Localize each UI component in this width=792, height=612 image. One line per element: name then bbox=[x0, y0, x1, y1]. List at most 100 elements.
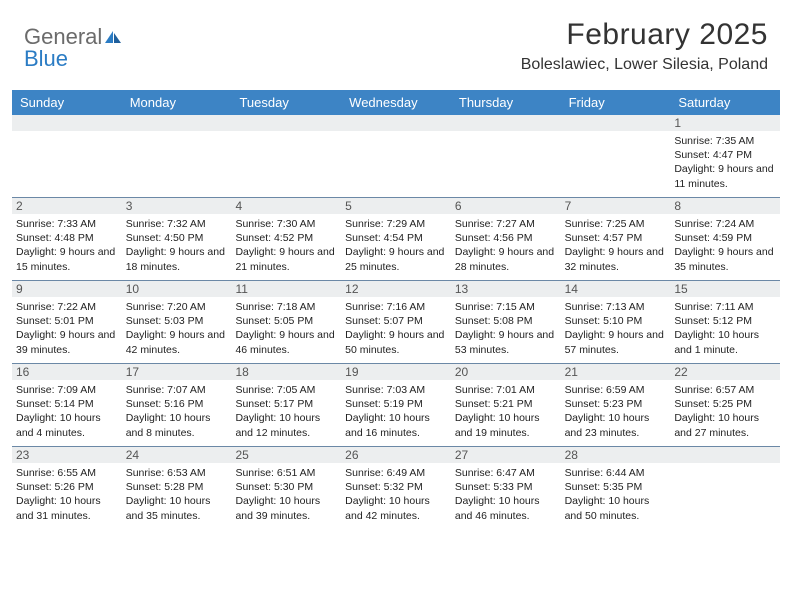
day-number: 25 bbox=[231, 447, 341, 463]
sunrise-text: Sunrise: 6:44 AM bbox=[565, 466, 667, 480]
daylight-text: Daylight: 10 hours and 12 minutes. bbox=[235, 411, 337, 439]
calendar-week: 2Sunrise: 7:33 AMSunset: 4:48 PMDaylight… bbox=[12, 197, 780, 280]
sunrise-text: Sunrise: 7:03 AM bbox=[345, 383, 447, 397]
sunrise-text: Sunrise: 6:55 AM bbox=[16, 466, 118, 480]
sunrise-text: Sunrise: 7:15 AM bbox=[455, 300, 557, 314]
daylight-text: Daylight: 9 hours and 32 minutes. bbox=[565, 245, 667, 273]
calendar-cell: 9Sunrise: 7:22 AMSunset: 5:01 PMDaylight… bbox=[12, 281, 122, 363]
sunrise-text: Sunrise: 7:07 AM bbox=[126, 383, 228, 397]
calendar: SundayMondayTuesdayWednesdayThursdayFrid… bbox=[12, 90, 780, 529]
day-number bbox=[341, 115, 451, 131]
day-number: 4 bbox=[231, 198, 341, 214]
sunrise-text: Sunrise: 7:05 AM bbox=[235, 383, 337, 397]
calendar-cell: 18Sunrise: 7:05 AMSunset: 5:17 PMDayligh… bbox=[231, 364, 341, 446]
calendar-cell: 20Sunrise: 7:01 AMSunset: 5:21 PMDayligh… bbox=[451, 364, 561, 446]
calendar-cell: 13Sunrise: 7:15 AMSunset: 5:08 PMDayligh… bbox=[451, 281, 561, 363]
day-number: 20 bbox=[451, 364, 561, 380]
day-number: 16 bbox=[12, 364, 122, 380]
daylight-text: Daylight: 9 hours and 28 minutes. bbox=[455, 245, 557, 273]
daylight-text: Daylight: 10 hours and 42 minutes. bbox=[345, 494, 447, 522]
daylight-text: Daylight: 10 hours and 1 minute. bbox=[674, 328, 776, 356]
daylight-text: Daylight: 9 hours and 21 minutes. bbox=[235, 245, 337, 273]
sunset-text: Sunset: 5:03 PM bbox=[126, 314, 228, 328]
calendar-cell bbox=[561, 115, 671, 197]
calendar-cell: 8Sunrise: 7:24 AMSunset: 4:59 PMDaylight… bbox=[670, 198, 780, 280]
sunrise-text: Sunrise: 7:16 AM bbox=[345, 300, 447, 314]
calendar-cell: 17Sunrise: 7:07 AMSunset: 5:16 PMDayligh… bbox=[122, 364, 232, 446]
sunset-text: Sunset: 5:14 PM bbox=[16, 397, 118, 411]
sunset-text: Sunset: 5:01 PM bbox=[16, 314, 118, 328]
daylight-text: Daylight: 10 hours and 19 minutes. bbox=[455, 411, 557, 439]
calendar-cell bbox=[451, 115, 561, 197]
day-header-cell: Friday bbox=[561, 90, 671, 115]
daylight-text: Daylight: 9 hours and 25 minutes. bbox=[345, 245, 447, 273]
daylight-text: Daylight: 9 hours and 42 minutes. bbox=[126, 328, 228, 356]
daylight-text: Daylight: 10 hours and 35 minutes. bbox=[126, 494, 228, 522]
day-number bbox=[122, 115, 232, 131]
sunrise-text: Sunrise: 6:47 AM bbox=[455, 466, 557, 480]
calendar-cell: 19Sunrise: 7:03 AMSunset: 5:19 PMDayligh… bbox=[341, 364, 451, 446]
day-number: 19 bbox=[341, 364, 451, 380]
calendar-cell: 24Sunrise: 6:53 AMSunset: 5:28 PMDayligh… bbox=[122, 447, 232, 529]
daylight-text: Daylight: 9 hours and 53 minutes. bbox=[455, 328, 557, 356]
calendar-cell bbox=[231, 115, 341, 197]
day-header-cell: Wednesday bbox=[341, 90, 451, 115]
day-header-cell: Tuesday bbox=[231, 90, 341, 115]
sunrise-text: Sunrise: 7:30 AM bbox=[235, 217, 337, 231]
sunset-text: Sunset: 5:25 PM bbox=[674, 397, 776, 411]
calendar-cell: 2Sunrise: 7:33 AMSunset: 4:48 PMDaylight… bbox=[12, 198, 122, 280]
day-number: 21 bbox=[561, 364, 671, 380]
day-number: 2 bbox=[12, 198, 122, 214]
sunrise-text: Sunrise: 7:25 AM bbox=[565, 217, 667, 231]
calendar-week: 23Sunrise: 6:55 AMSunset: 5:26 PMDayligh… bbox=[12, 446, 780, 529]
day-number: 14 bbox=[561, 281, 671, 297]
location: Boleslawiec, Lower Silesia, Poland bbox=[521, 56, 768, 74]
daylight-text: Daylight: 9 hours and 15 minutes. bbox=[16, 245, 118, 273]
calendar-cell: 22Sunrise: 6:57 AMSunset: 5:25 PMDayligh… bbox=[670, 364, 780, 446]
day-number: 7 bbox=[561, 198, 671, 214]
sunrise-text: Sunrise: 7:27 AM bbox=[455, 217, 557, 231]
daylight-text: Daylight: 9 hours and 39 minutes. bbox=[16, 328, 118, 356]
sunset-text: Sunset: 5:23 PM bbox=[565, 397, 667, 411]
day-number: 5 bbox=[341, 198, 451, 214]
sunrise-text: Sunrise: 7:33 AM bbox=[16, 217, 118, 231]
day-number: 8 bbox=[670, 198, 780, 214]
day-header-cell: Saturday bbox=[670, 90, 780, 115]
sunset-text: Sunset: 5:07 PM bbox=[345, 314, 447, 328]
sunset-text: Sunset: 5:10 PM bbox=[565, 314, 667, 328]
sunrise-text: Sunrise: 7:09 AM bbox=[16, 383, 118, 397]
sunrise-text: Sunrise: 7:13 AM bbox=[565, 300, 667, 314]
day-header-cell: Sunday bbox=[12, 90, 122, 115]
sunrise-text: Sunrise: 7:35 AM bbox=[674, 134, 776, 148]
daylight-text: Daylight: 10 hours and 23 minutes. bbox=[565, 411, 667, 439]
day-number bbox=[561, 115, 671, 131]
calendar-cell: 16Sunrise: 7:09 AMSunset: 5:14 PMDayligh… bbox=[12, 364, 122, 446]
day-number: 10 bbox=[122, 281, 232, 297]
calendar-cell bbox=[341, 115, 451, 197]
sunrise-text: Sunrise: 7:18 AM bbox=[235, 300, 337, 314]
calendar-cell: 11Sunrise: 7:18 AMSunset: 5:05 PMDayligh… bbox=[231, 281, 341, 363]
day-number: 13 bbox=[451, 281, 561, 297]
day-number: 15 bbox=[670, 281, 780, 297]
day-number: 11 bbox=[231, 281, 341, 297]
calendar-cell: 25Sunrise: 6:51 AMSunset: 5:30 PMDayligh… bbox=[231, 447, 341, 529]
day-number: 1 bbox=[670, 115, 780, 131]
calendar-cell: 14Sunrise: 7:13 AMSunset: 5:10 PMDayligh… bbox=[561, 281, 671, 363]
day-number: 28 bbox=[561, 447, 671, 463]
sunset-text: Sunset: 4:57 PM bbox=[565, 231, 667, 245]
sunset-text: Sunset: 4:59 PM bbox=[674, 231, 776, 245]
calendar-cell: 4Sunrise: 7:30 AMSunset: 4:52 PMDaylight… bbox=[231, 198, 341, 280]
sunrise-text: Sunrise: 6:53 AM bbox=[126, 466, 228, 480]
sunrise-text: Sunrise: 7:22 AM bbox=[16, 300, 118, 314]
daylight-text: Daylight: 9 hours and 35 minutes. bbox=[674, 245, 776, 273]
sunset-text: Sunset: 4:56 PM bbox=[455, 231, 557, 245]
sunset-text: Sunset: 5:28 PM bbox=[126, 480, 228, 494]
day-number: 3 bbox=[122, 198, 232, 214]
sunset-text: Sunset: 5:12 PM bbox=[674, 314, 776, 328]
calendar-week: 1Sunrise: 7:35 AMSunset: 4:47 PMDaylight… bbox=[12, 115, 780, 197]
day-number: 27 bbox=[451, 447, 561, 463]
day-number: 26 bbox=[341, 447, 451, 463]
day-number: 17 bbox=[122, 364, 232, 380]
day-header-cell: Thursday bbox=[451, 90, 561, 115]
calendar-cell: 12Sunrise: 7:16 AMSunset: 5:07 PMDayligh… bbox=[341, 281, 451, 363]
